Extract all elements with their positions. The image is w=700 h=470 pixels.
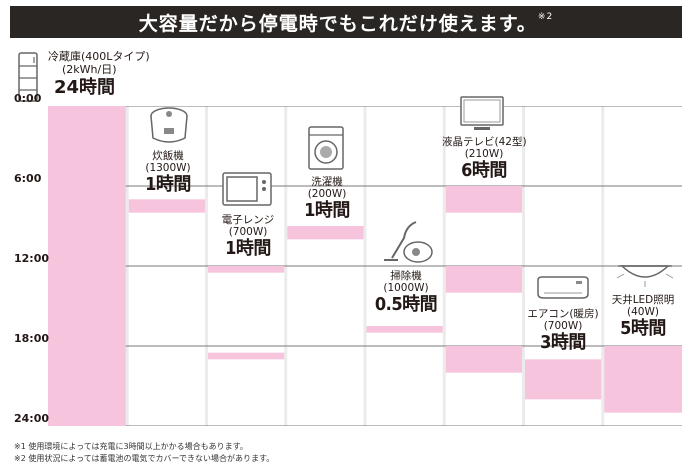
category-power: (40W) [627,306,659,319]
category-name: 炊飯機 [152,150,184,162]
tick-label: 12:00 [14,252,50,265]
category-name: 液晶テレビ(42型) [442,136,527,148]
tick-label: 18:00 [14,332,50,345]
category-name: 洗濯機 [311,176,343,188]
usage-bar [525,359,602,400]
vacuum-cleaner-icon [384,221,433,263]
category-hours: 1時間 [304,200,350,222]
category-label: 天井LED照明 (40W) 5時間 [602,294,684,340]
tick-label: 6:00 [14,172,42,185]
category-hours: 5時間 [620,318,666,340]
category-name: 天井LED照明 [611,294,675,306]
footnote: ※2 使用状況によっては蓄電池の電気でカバーできない場合があります。 [14,454,275,463]
microwave-icon [222,172,272,206]
category-name: エアコン(暖房) [527,308,599,320]
usage-bar [208,352,285,360]
category-label: 洗濯機 (200W) 1時間 [287,176,367,222]
category-name: 電子レンジ [221,214,275,226]
ceiling-light-icon [616,265,674,287]
category-power: (700W) [228,226,268,239]
category-power: (210W) [464,148,504,161]
usage-bar [48,106,126,426]
category-label: 掃除機 (1000W) 0.5時間 [366,270,446,316]
usage-bar [604,346,682,413]
usage-bar [445,266,522,293]
refrigerator-icon [18,52,38,102]
category-name: 冷蔵庫(400Lタイプ) [48,50,150,63]
category-power: (2kWh/日) [62,63,117,77]
category-hours: 3時間 [540,332,586,354]
title-banner: 大容量だから停電時でもこれだけ使えます。 ※2 [10,6,682,38]
category-hours: 1時間 [225,238,271,260]
category-name: 掃除機 [390,270,422,282]
air-conditioner-icon [537,276,589,299]
category-label: 電子レンジ (700W) 1時間 [208,214,288,260]
chart-area [48,106,682,426]
category-power: (700W) [543,320,583,333]
category-power: (1000W) [383,282,429,295]
footnote: ※1 使用環境によっては充電に3時間以上かかる場合もあります。 [14,442,248,451]
usage-bar [445,346,522,373]
category-power: (200W) [307,188,347,201]
title-note: ※2 [537,12,554,22]
refrigerator-label: 冷蔵庫(400Lタイプ) (2kWh/日) 24時間 [48,50,150,99]
category-hours: 6時間 [461,160,507,182]
usage-bar [208,266,285,273]
category-label: 液晶テレビ(42型) (210W) 6時間 [442,136,527,182]
category-hours: 24時間 [54,77,116,99]
usage-bar [287,226,364,240]
category-label: 炊飯機 (1300W) 1時間 [128,150,208,196]
category-label: エアコン(暖房) (700W) 3時間 [522,308,604,354]
chart-svg [48,106,682,426]
category-power: (1300W) [145,162,191,175]
rice-cooker-icon [150,107,188,143]
category-hours: 1時間 [145,174,191,196]
category-hours: 0.5時間 [374,294,438,316]
tick-label: 0:00 [14,92,42,105]
usage-bar [366,326,443,333]
tv-icon [460,96,504,130]
usage-bar [128,199,205,213]
washing-machine-icon [308,126,344,170]
usage-bar [445,186,522,213]
chart-title: 大容量だから停電時でもこれだけ使えます。 [138,12,537,35]
tick-label: 24:00 [14,412,50,425]
